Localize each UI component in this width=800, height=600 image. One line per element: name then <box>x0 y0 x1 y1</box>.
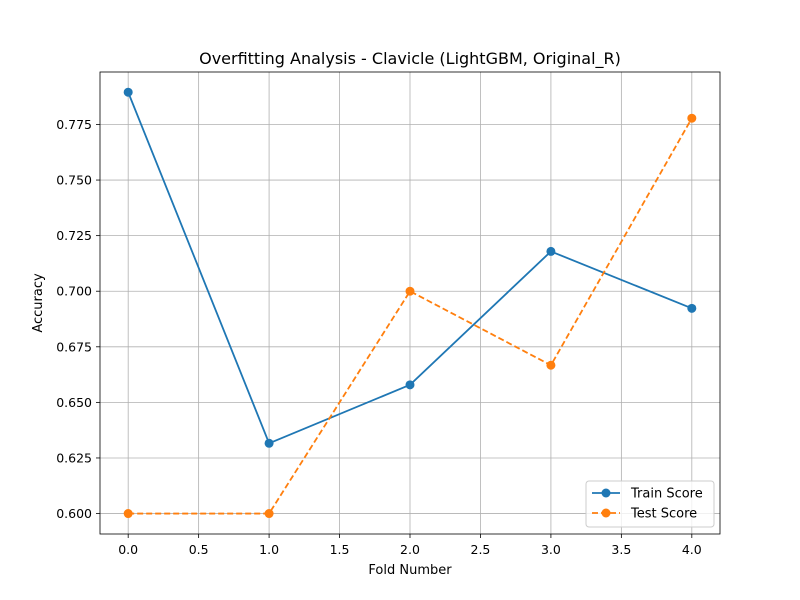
series-layer <box>123 87 697 519</box>
train-score-point <box>405 380 415 390</box>
test-score-line <box>128 117 693 515</box>
x-tick-label: 1.0 <box>259 542 279 557</box>
legend: Train Score Test Score <box>585 480 715 528</box>
legend-marker-test <box>601 508 611 518</box>
train-score-point <box>546 246 556 256</box>
x-tick-label: 3.0 <box>541 542 561 557</box>
train-score-point <box>123 87 133 97</box>
y-tick-label: 0.750 <box>56 173 92 188</box>
x-tick-label: 0.5 <box>189 542 209 557</box>
test-score-point <box>264 509 274 519</box>
x-tick-label: 3.5 <box>611 542 631 557</box>
test-score-point <box>687 113 697 123</box>
train-score-point <box>687 303 697 313</box>
y-tick-label: 0.725 <box>56 228 92 243</box>
plot-area-frame <box>99 71 721 535</box>
y-tick-label: 0.775 <box>56 117 92 132</box>
y-tick-label: 0.600 <box>56 506 92 521</box>
y-tick-label: 0.625 <box>56 450 92 465</box>
y-tick-label: 0.700 <box>56 284 92 299</box>
x-tick-label: 0.0 <box>118 542 138 557</box>
legend-marker-train <box>601 488 611 498</box>
x-axis-label: Fold Number <box>368 563 452 578</box>
legend-label-test: Test Score <box>630 507 697 522</box>
axis-ticks: 0.0 0.5 1.0 1.5 2.0 2.5 3.0 3.5 4.0 0.600 0.625 0.6… <box>56 117 702 557</box>
y-tick-label: 0.675 <box>56 339 92 354</box>
legend-label-train: Train Score <box>630 487 703 502</box>
x-tick-label: 1.5 <box>330 542 350 557</box>
test-score-point <box>123 509 133 519</box>
y-axis-label: Accuracy <box>31 273 46 333</box>
x-tick-label: 4.0 <box>682 542 702 557</box>
test-score-point <box>546 360 556 370</box>
test-score-point <box>405 286 415 296</box>
chart-title: Overfitting Analysis - Clavicle (LightGB… <box>199 49 621 69</box>
y-tick-label: 0.650 <box>56 395 92 410</box>
x-tick-label: 2.5 <box>471 542 491 557</box>
train-score-point <box>264 438 274 448</box>
x-tick-label: 2.0 <box>400 542 420 557</box>
